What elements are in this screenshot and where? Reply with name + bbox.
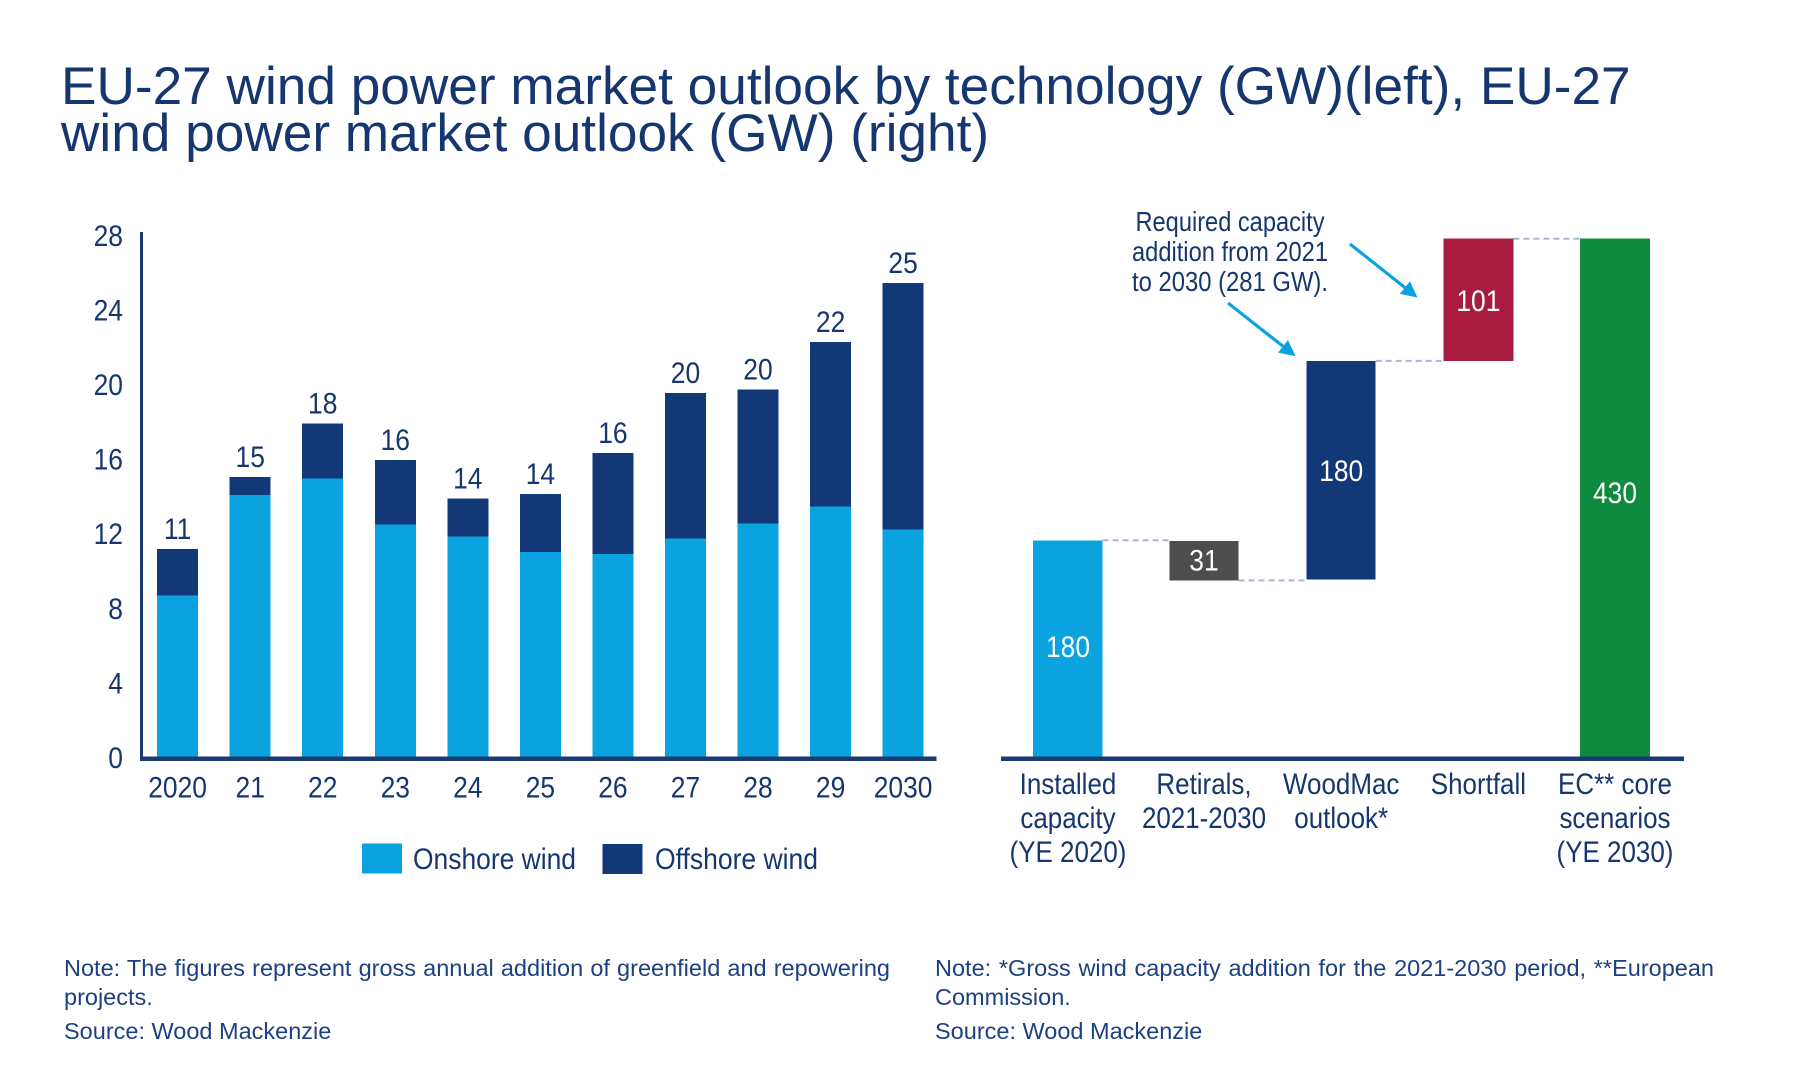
svg-text:to 2030 (281 GW).: to 2030 (281 GW). [1132, 266, 1328, 297]
svg-text:180: 180 [1046, 631, 1090, 664]
svg-text:24: 24 [453, 772, 482, 805]
svg-text:20: 20 [671, 357, 700, 390]
svg-text:16: 16 [94, 444, 123, 477]
svg-text:25: 25 [888, 247, 917, 280]
svg-text:scenarios: scenarios [1559, 802, 1670, 835]
svg-text:12: 12 [94, 518, 123, 551]
svg-text:25: 25 [526, 772, 555, 805]
svg-text:0: 0 [108, 742, 123, 775]
svg-text:Required capacity: Required capacity [1136, 206, 1325, 237]
svg-text:Retirals,: Retirals, [1156, 768, 1251, 801]
svg-text:430: 430 [1593, 477, 1637, 510]
svg-text:11: 11 [164, 513, 191, 546]
svg-text:2030: 2030 [874, 772, 933, 805]
svg-text:8: 8 [108, 593, 123, 626]
svg-text:31: 31 [1189, 545, 1218, 578]
svg-text:180: 180 [1319, 455, 1363, 488]
svg-text:14: 14 [453, 463, 482, 496]
svg-text:27: 27 [671, 772, 700, 805]
svg-text:29: 29 [816, 772, 845, 805]
svg-text:14: 14 [526, 458, 555, 491]
svg-text:outlook*: outlook* [1294, 802, 1388, 835]
svg-text:Offshore wind: Offshore wind [655, 843, 818, 876]
svg-text:2020: 2020 [148, 772, 207, 805]
svg-text:18: 18 [308, 387, 337, 420]
svg-text:addition from 2021: addition from 2021 [1132, 236, 1328, 267]
svg-text:24: 24 [94, 294, 123, 327]
svg-text:22: 22 [308, 772, 337, 805]
svg-text:capacity: capacity [1020, 802, 1115, 835]
svg-text:16: 16 [598, 417, 627, 450]
svg-text:22: 22 [816, 306, 845, 339]
svg-text:Onshore wind: Onshore wind [413, 843, 576, 876]
svg-text:WoodMac: WoodMac [1283, 768, 1399, 801]
svg-text:4: 4 [108, 667, 123, 700]
svg-text:20: 20 [94, 369, 123, 402]
svg-text:20: 20 [743, 354, 772, 387]
svg-text:28: 28 [743, 772, 772, 805]
svg-text:15: 15 [236, 441, 265, 474]
svg-text:23: 23 [381, 772, 410, 805]
svg-text:21: 21 [236, 772, 265, 805]
svg-text:101: 101 [1456, 285, 1500, 318]
svg-text:Installed: Installed [1020, 768, 1117, 801]
svg-text:Shortfall: Shortfall [1431, 768, 1526, 801]
svg-text:2021-2030: 2021-2030 [1142, 802, 1266, 835]
svg-text:(YE 2030): (YE 2030) [1557, 836, 1674, 869]
svg-text:(YE 2020): (YE 2020) [1010, 836, 1127, 869]
svg-text:16: 16 [381, 424, 410, 457]
svg-text:26: 26 [598, 772, 627, 805]
svg-text:28: 28 [94, 220, 123, 253]
svg-text:EC** core: EC** core [1558, 768, 1672, 801]
